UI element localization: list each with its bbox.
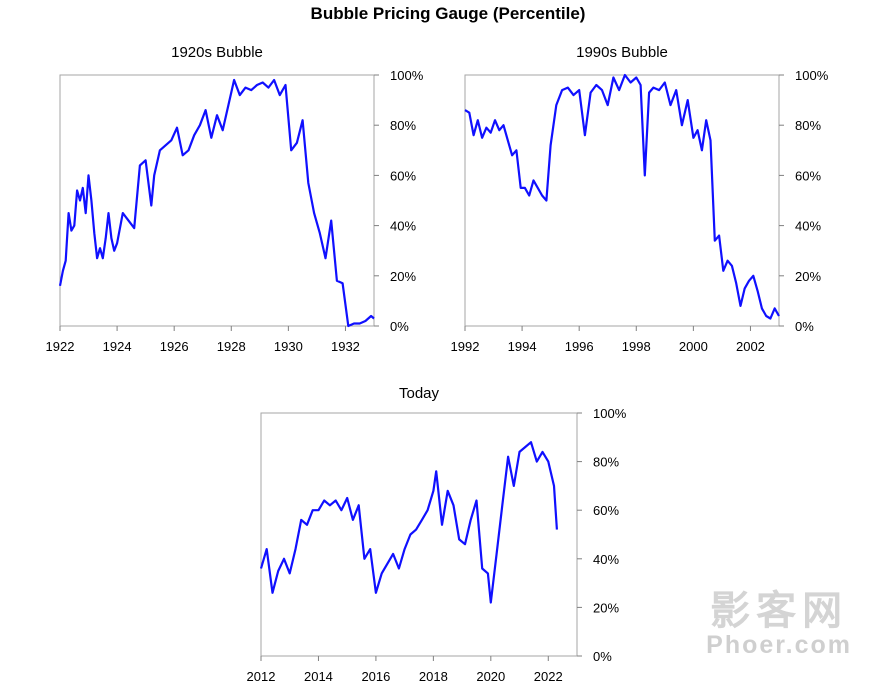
watermark-line2: Phoer.com xyxy=(706,631,852,659)
x-tick-label: 2016 xyxy=(361,669,390,684)
x-tick-label: 1994 xyxy=(508,339,537,354)
main-title: Bubble Pricing Gauge (Percentile) xyxy=(310,4,586,23)
chart-1990s: 1990s Bubble 0% 20% 40% 60% 80% 100% 1992 1994 19… xyxy=(451,44,829,354)
x-tick-label: 1930 xyxy=(274,339,303,354)
y-tick-label: 20% xyxy=(593,600,619,615)
x-tick-label: 2002 xyxy=(736,339,765,354)
series-line-0 xyxy=(58,78,375,328)
x-tick-label: 2000 xyxy=(679,339,708,354)
watermark: 影客网 Phoer.com xyxy=(706,591,852,658)
x-tick-label: 2012 xyxy=(247,669,276,684)
y-tick-label: 80% xyxy=(795,118,821,133)
x-tick-label: 1998 xyxy=(622,339,651,354)
panel-title: 1920s Bubble xyxy=(171,44,263,61)
y-tick-label: 60% xyxy=(390,168,416,183)
chart-1920s: 1920s Bubble 0% 20% 40% 60% 80% 100% 1922 1924 19… xyxy=(46,44,424,354)
chart-today: Today 0% 20% 40% 60% 80% 100% 2012 2014 2016 2018 2… xyxy=(247,385,627,684)
panel-title: 1990s Bubble xyxy=(576,44,668,61)
x-tick-label: 1928 xyxy=(217,339,246,354)
y-tick-label: 100% xyxy=(390,68,424,83)
x-tick-label: 1922 xyxy=(46,339,75,354)
x-tick-label: 2018 xyxy=(419,669,448,684)
y-tick-label: 20% xyxy=(795,269,821,284)
x-tick-label: 2022 xyxy=(534,669,563,684)
plot-frame xyxy=(59,74,375,327)
series-line-0 xyxy=(464,73,780,320)
x-tick-label: 1926 xyxy=(160,339,189,354)
x-tick-label: 2014 xyxy=(304,669,333,684)
y-tick-label: 40% xyxy=(593,552,619,567)
y-tick-label: 0% xyxy=(593,649,612,664)
y-tick-label: 60% xyxy=(795,168,821,183)
y-tick-label: 80% xyxy=(593,455,619,470)
x-tick-label: 1932 xyxy=(331,339,360,354)
plot-frame xyxy=(260,412,578,657)
y-tick-label: 0% xyxy=(390,319,409,334)
plot-frame xyxy=(464,74,780,327)
series-line-0 xyxy=(259,441,558,604)
y-tick-label: 100% xyxy=(795,68,829,83)
x-tick-label: 1992 xyxy=(451,339,480,354)
y-tick-label: 20% xyxy=(390,269,416,284)
y-tick-label: 40% xyxy=(795,219,821,234)
y-tick-label: 60% xyxy=(593,503,619,518)
x-tick-label: 2020 xyxy=(476,669,505,684)
y-tick-label: 0% xyxy=(795,319,814,334)
x-tick-label: 1996 xyxy=(565,339,594,354)
x-tick-label: 1924 xyxy=(103,339,132,354)
watermark-line1: 影客网 xyxy=(710,589,849,633)
y-tick-label: 40% xyxy=(390,219,416,234)
y-tick-label: 100% xyxy=(593,406,627,421)
y-tick-label: 80% xyxy=(390,118,416,133)
panel-title: Today xyxy=(399,385,440,402)
